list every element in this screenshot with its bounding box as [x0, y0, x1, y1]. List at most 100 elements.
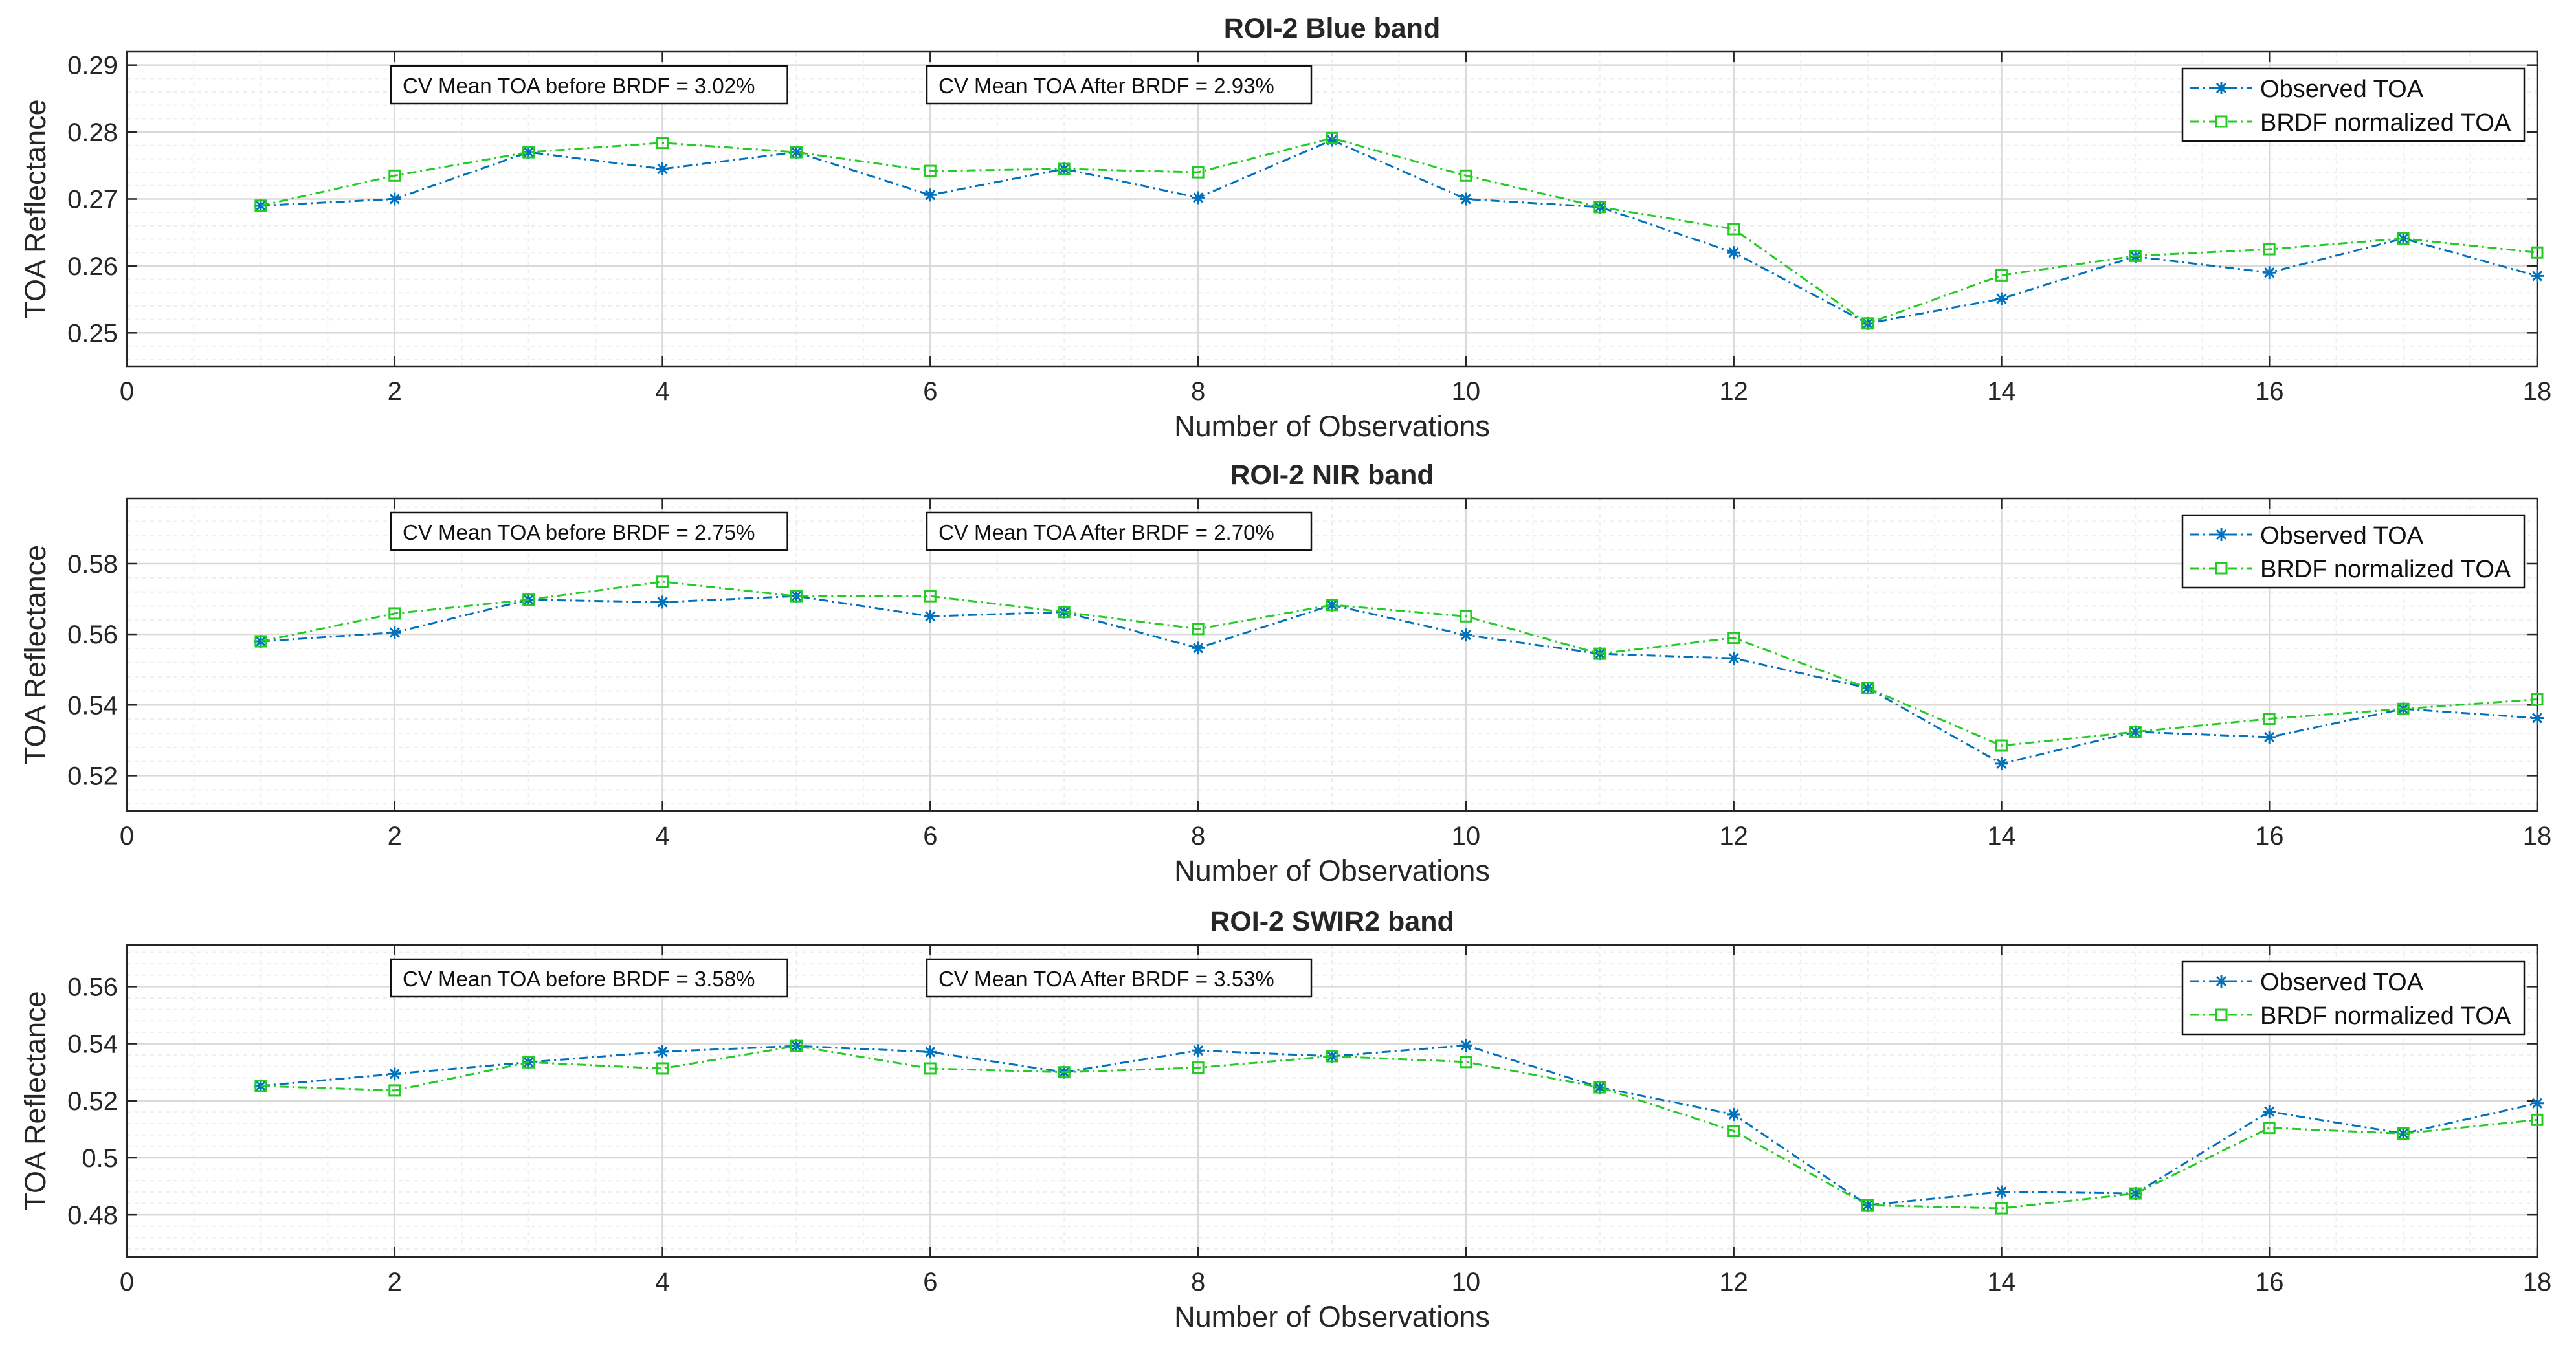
legend-label: BRDF normalized TOA: [2260, 556, 2511, 583]
data-point-observed: [2531, 711, 2544, 725]
data-point-brdf: [254, 635, 267, 648]
y-tick-label: 0.52: [67, 1087, 118, 1116]
data-point-brdf: [1192, 166, 1205, 179]
data-point-brdf: [388, 607, 401, 620]
data-point-brdf: [1058, 162, 1071, 175]
data-point-brdf: [1058, 606, 1071, 619]
x-tick-label: 6: [923, 822, 937, 850]
x-tick-label: 6: [923, 377, 937, 406]
data-point-brdf: [2531, 693, 2544, 706]
data-point-brdf: [1326, 599, 1338, 612]
data-point-observed: [1192, 641, 1205, 655]
x-tick-label: 18: [2523, 377, 2552, 406]
chart-title: ROI-2 SWIR2 band: [1210, 906, 1454, 937]
x-tick-label: 4: [655, 1268, 669, 1296]
x-tick-label: 0: [120, 1268, 134, 1296]
y-tick-label: 0.29: [67, 52, 118, 80]
data-point-observed: [924, 188, 937, 202]
data-point-brdf: [1058, 1066, 1071, 1079]
y-tick-label: 0.54: [67, 691, 118, 720]
legend-label: BRDF normalized TOA: [2260, 109, 2511, 137]
data-point-brdf: [2263, 713, 2276, 726]
data-point-brdf: [2129, 1187, 2142, 1200]
series-line-brdf: [260, 137, 2538, 325]
x-tick-label: 10: [1452, 1268, 1481, 1296]
legend-label: Observed TOA: [2260, 969, 2424, 996]
data-point-brdf: [1995, 1202, 2008, 1215]
subplot-3: 0 2 4 6 8 10 12 14 16 18 0.48 0.5 0.52 0.54 0.56 ROI-2 …: [19, 906, 2551, 1333]
data-point-brdf: [2397, 1127, 2410, 1140]
x-tick-label: 4: [655, 377, 669, 406]
data-point-observed: [1459, 192, 1472, 206]
data-point-brdf: [388, 1084, 401, 1097]
data-point-brdf: [1727, 223, 1740, 236]
series-line-brdf: [260, 1045, 2538, 1210]
data-point-brdf: [1861, 682, 1874, 694]
x-tick-label: 2: [388, 1268, 402, 1296]
data-point-observed: [1192, 191, 1205, 205]
annotation-box: [926, 65, 1313, 105]
data-point-brdf: [656, 575, 669, 588]
annotation-text: CV Mean TOA before BRDF = 3.02%: [403, 74, 755, 98]
x-tick-label: 12: [1719, 822, 1748, 850]
series-line-brdf: [260, 581, 2538, 747]
legend-marker-brdf: [2215, 562, 2228, 575]
data-point-brdf: [1593, 201, 1606, 214]
chart-title: ROI-2 Blue band: [1224, 13, 1440, 44]
data-point-brdf: [2531, 1113, 2544, 1126]
data-point-brdf: [1460, 169, 1472, 182]
subplot-1: 0 2 4 6 8 10 12 14 16 18 0.25 0.26 0.27 0.28 0.29 ROI-2…: [19, 13, 2551, 443]
y-tick-label: 0.56: [67, 973, 118, 1001]
data-point-brdf: [1995, 739, 2008, 752]
annotation-text: CV Mean TOA After BRDF = 3.53%: [938, 967, 1274, 991]
data-point-brdf: [924, 590, 937, 603]
x-tick-label: 8: [1191, 822, 1205, 850]
annotation-text: CV Mean TOA before BRDF = 2.75%: [403, 520, 755, 544]
data-point-observed: [1995, 292, 2008, 305]
data-point-brdf: [1593, 1081, 1606, 1094]
data-point-brdf: [924, 164, 937, 177]
y-axis-label: TOA Reflectance: [19, 99, 52, 318]
data-point-brdf: [656, 137, 669, 150]
x-tick-label: 18: [2523, 822, 2552, 850]
data-point-observed: [388, 626, 401, 639]
legend-label: Observed TOA: [2260, 522, 2424, 549]
annotation-box: [390, 65, 788, 105]
annotation-text: CV Mean TOA After BRDF = 2.93%: [938, 74, 1274, 98]
legend-box: [2181, 960, 2526, 1036]
axes-box: [126, 497, 2538, 812]
axes-box: [126, 50, 2538, 368]
data-point-brdf: [2263, 1122, 2276, 1135]
legend-label: Observed TOA: [2260, 76, 2424, 103]
y-tick-label: 0.56: [67, 621, 118, 649]
data-point-brdf: [1861, 1199, 1874, 1212]
data-point-brdf: [790, 146, 803, 159]
legend-box: [2181, 514, 2526, 589]
data-point-observed: [1995, 757, 2008, 770]
x-tick-label: 6: [923, 1268, 937, 1296]
x-axis-label: Number of Observations: [1174, 410, 1490, 443]
data-point-brdf: [1326, 131, 1338, 144]
data-point-brdf: [522, 146, 535, 159]
x-tick-label: 2: [388, 822, 402, 850]
data-point-observed: [1727, 652, 1740, 665]
x-tick-label: 14: [1987, 1268, 2016, 1296]
annotation-box: [926, 958, 1313, 998]
y-tick-label: 0.52: [67, 762, 118, 790]
x-axis-label: Number of Observations: [1174, 854, 1490, 887]
x-tick-label: 0: [120, 822, 134, 850]
legend-marker-observed: [2215, 529, 2227, 540]
y-tick-label: 0.48: [67, 1201, 118, 1230]
x-axis-label: Number of Observations: [1174, 1300, 1490, 1333]
data-point-brdf: [2129, 726, 2142, 738]
x-tick-label: 12: [1719, 377, 1748, 406]
x-tick-label: 10: [1452, 377, 1481, 406]
data-point-observed: [1727, 246, 1740, 260]
y-axis-label: TOA Reflectance: [19, 991, 52, 1210]
data-point-observed: [1459, 628, 1472, 642]
data-point-brdf: [388, 169, 401, 182]
data-point-brdf: [656, 1062, 669, 1075]
data-point-brdf: [1861, 317, 1874, 330]
data-point-brdf: [1593, 647, 1606, 660]
legend: Observed TOA BRDF normalized TOA: [2181, 960, 2526, 1036]
